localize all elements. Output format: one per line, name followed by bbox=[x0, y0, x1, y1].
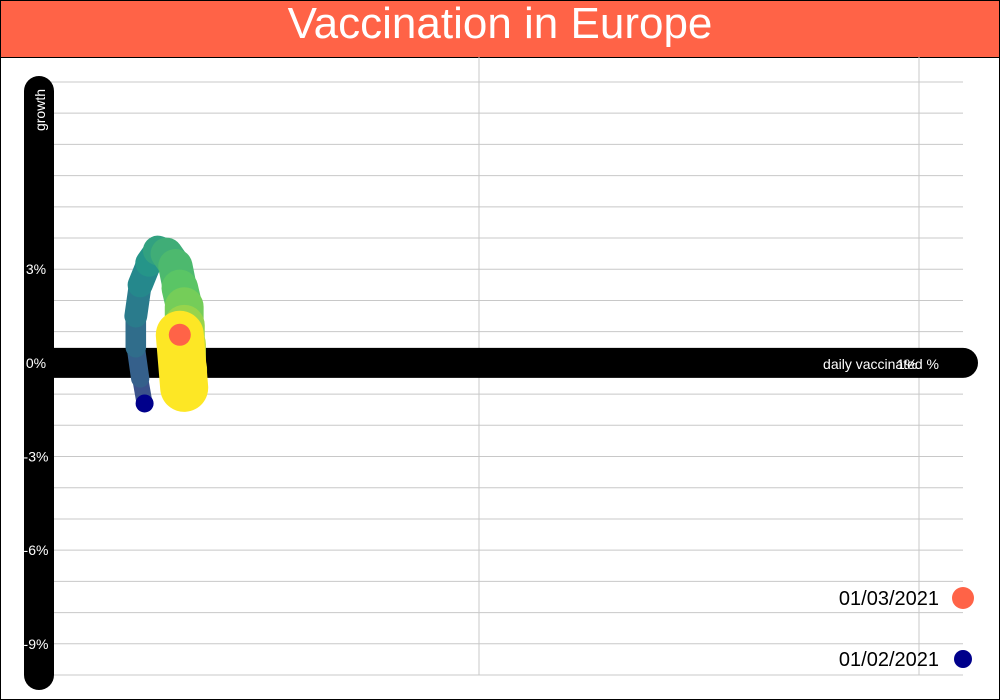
y-tick-label: -9% bbox=[24, 636, 49, 652]
y-tick-label: 3% bbox=[26, 261, 46, 277]
y-tick-label: 0% bbox=[26, 355, 46, 371]
y-axis-label: growth bbox=[32, 89, 48, 131]
x-axis-label: daily vaccinated % bbox=[823, 356, 939, 372]
title-bar: Vaccination in Europe bbox=[1, 1, 999, 58]
end-marker bbox=[168, 323, 191, 346]
chart-title: Vaccination in Europe bbox=[287, 0, 713, 48]
x-tick-label: 1% bbox=[897, 356, 917, 372]
legend-label: 01/02/2021 bbox=[839, 649, 939, 671]
y-tick-label: -6% bbox=[24, 542, 49, 558]
y-tick-label: -3% bbox=[24, 449, 49, 465]
legend-marker bbox=[954, 650, 972, 668]
legend-label: 01/03/2021 bbox=[839, 588, 939, 610]
legend-marker bbox=[952, 587, 974, 609]
start-marker bbox=[135, 394, 154, 413]
